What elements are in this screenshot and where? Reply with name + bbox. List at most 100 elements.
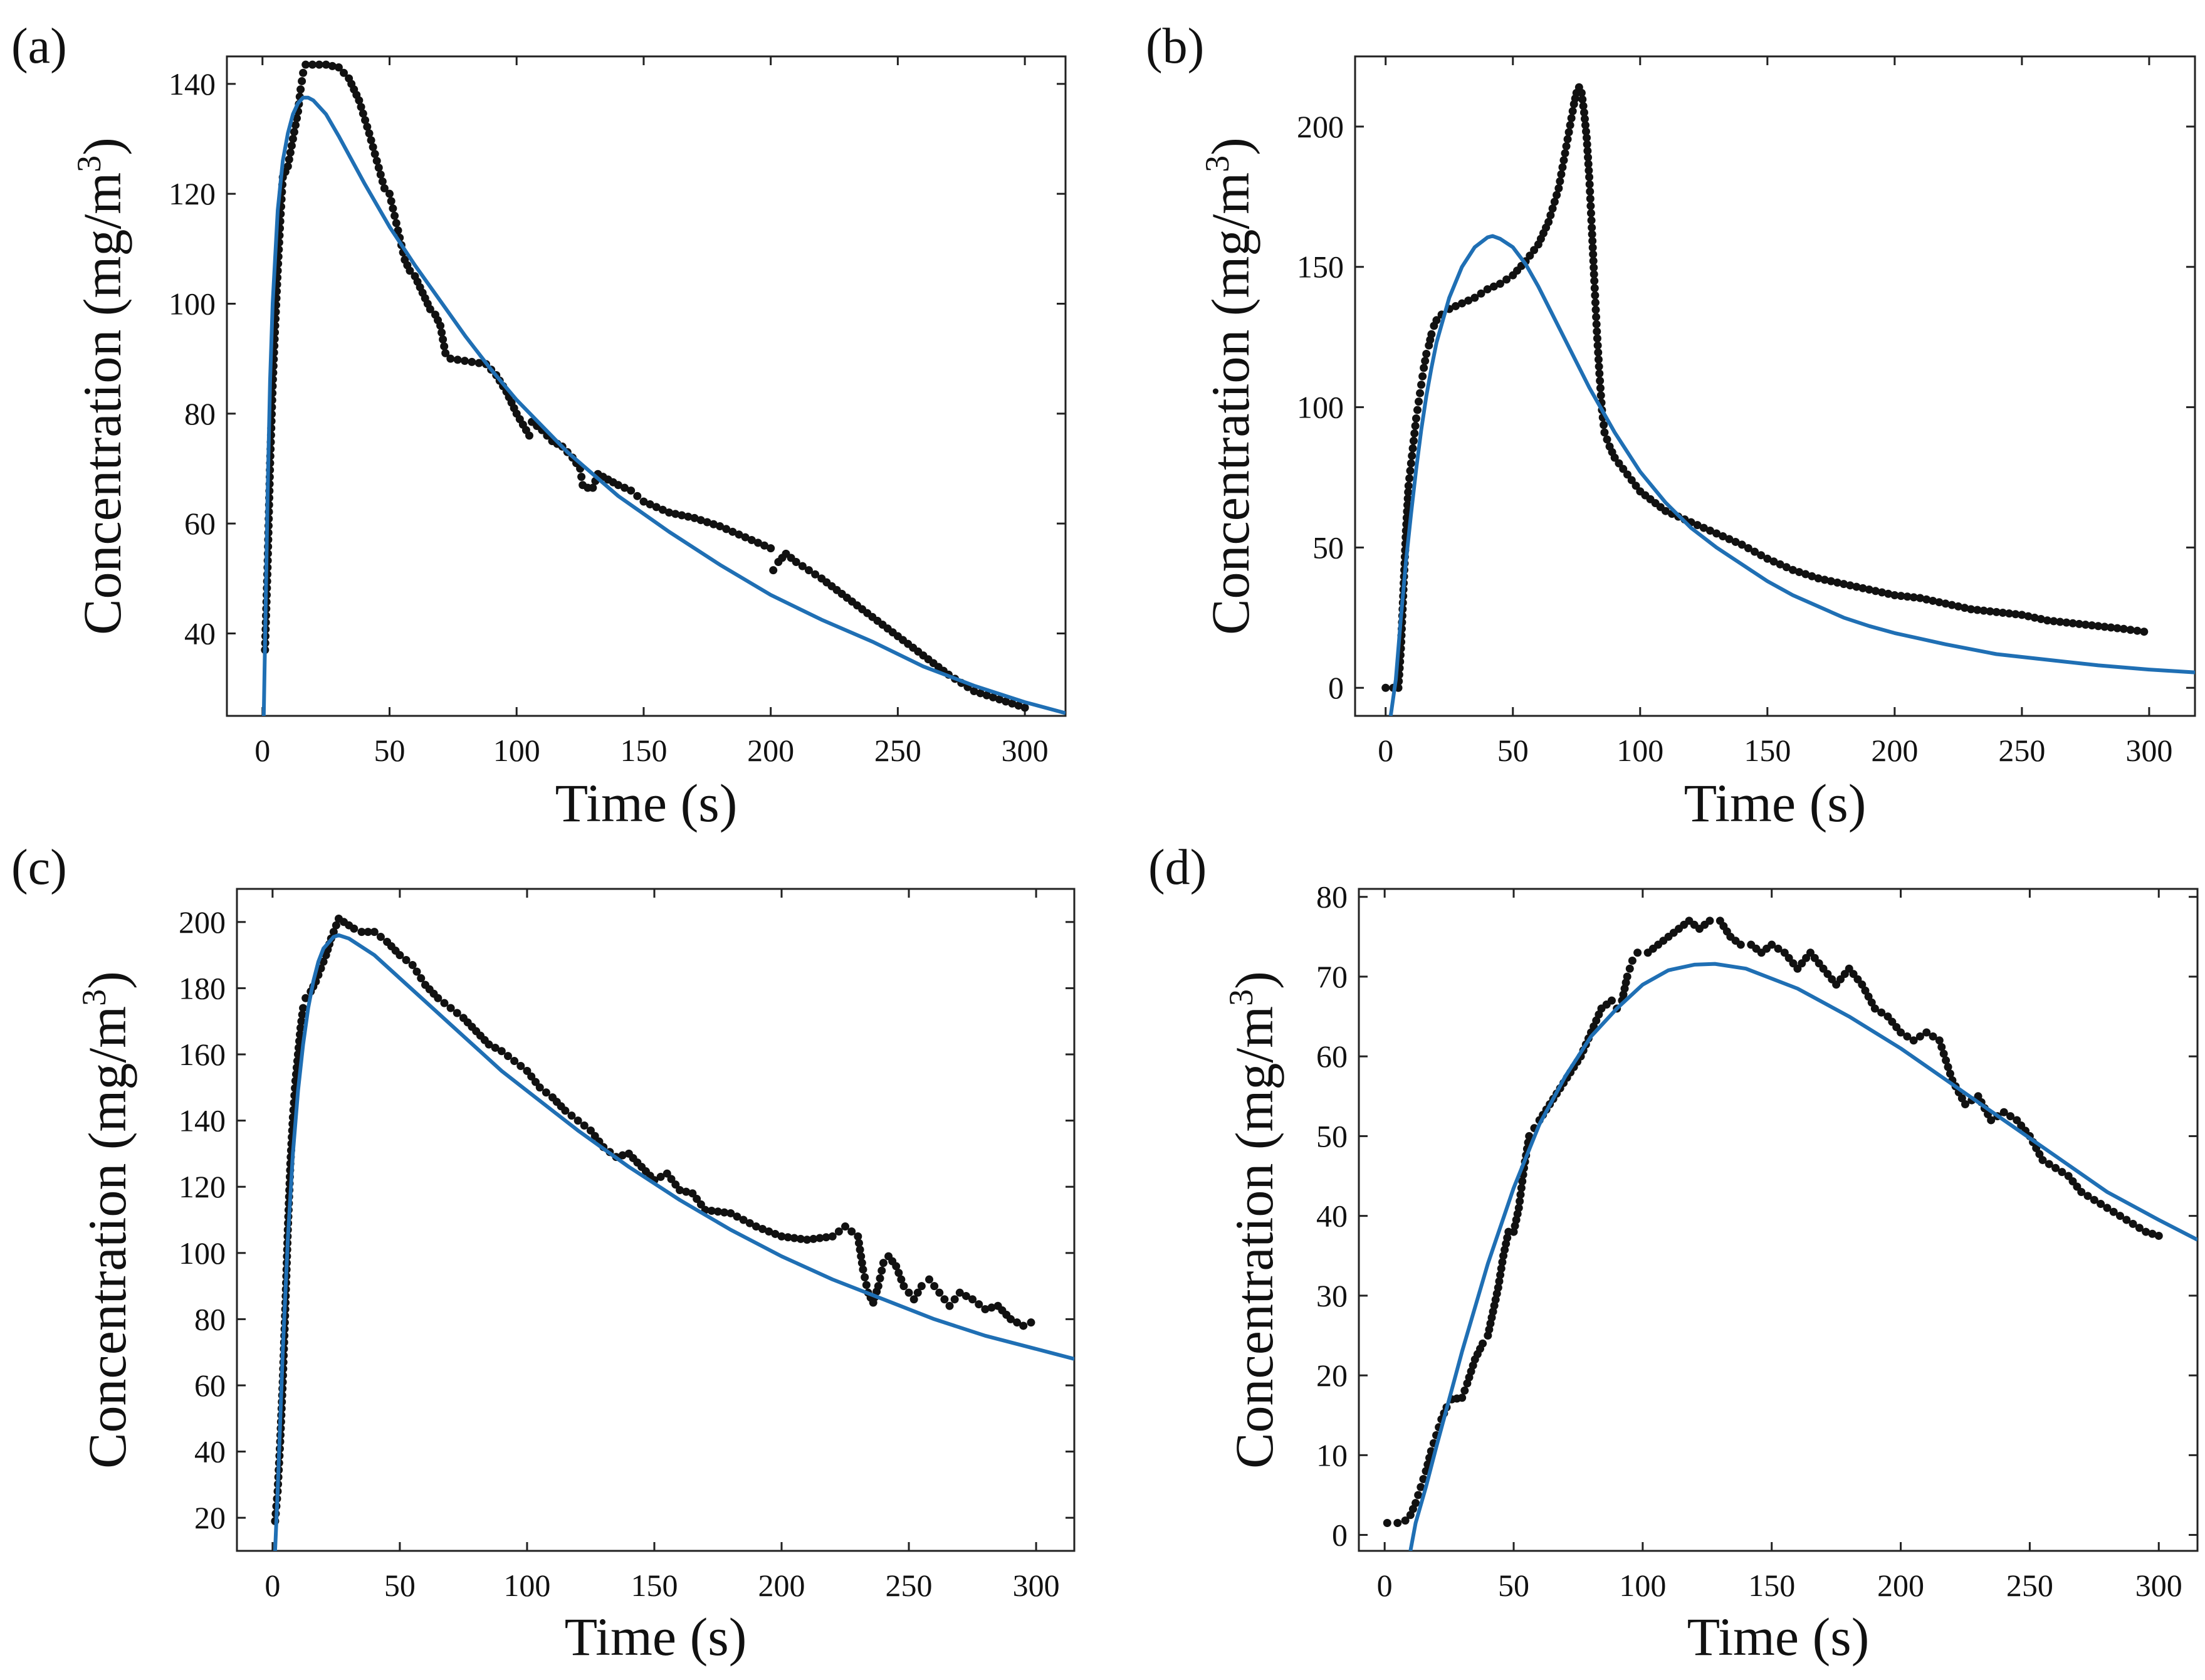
measured-point (1600, 428, 1609, 437)
measured-point (322, 60, 330, 69)
measured-point (1610, 453, 1619, 462)
measured-point (767, 544, 775, 553)
measured-point (296, 85, 305, 94)
measured-point (402, 956, 411, 965)
measured-point (315, 60, 323, 69)
measured-point (1705, 527, 1714, 535)
measured-point (372, 157, 381, 165)
measured-point (1014, 701, 1023, 710)
measured-point (436, 322, 445, 330)
measured-point (1897, 592, 1905, 601)
measured-point (426, 305, 434, 313)
measured-point (703, 518, 711, 527)
measured-point (646, 500, 654, 508)
measured-point (1427, 330, 1436, 339)
measured-point (1417, 381, 1426, 389)
measured-point (1568, 107, 1577, 115)
measured-point (1593, 327, 1601, 336)
measured-point (1596, 384, 1605, 392)
x-tick-label: 300 (1013, 1568, 1060, 1603)
x-tick-label: 200 (1877, 1568, 1924, 1603)
measured-point (690, 513, 699, 522)
measured-point (696, 1200, 705, 1209)
measured-point (2030, 613, 2039, 622)
measured-point (1947, 601, 1956, 609)
measured-point (1411, 421, 1420, 430)
x-tick-label: 100 (1619, 1568, 1666, 1603)
measured-point (461, 357, 469, 365)
measured-point (976, 689, 985, 698)
measured-point (1808, 572, 1816, 580)
measured-series (271, 915, 1035, 1525)
x-tick-label: 100 (503, 1568, 550, 1603)
measured-point (1973, 606, 1982, 614)
measured-point (1941, 599, 1950, 608)
measured-point (1939, 1049, 1948, 1058)
measured-point (387, 197, 395, 206)
measured-point (1595, 362, 1603, 371)
measured-point (633, 491, 642, 500)
measured-point (684, 512, 693, 521)
measured-point (1967, 605, 1976, 614)
measured-point (1558, 163, 1567, 172)
measured-point (355, 96, 364, 105)
measured-point (392, 219, 401, 228)
measured-point (769, 566, 778, 575)
measured-point (1586, 209, 1595, 218)
measured-point (968, 1295, 977, 1304)
measured-point (1584, 160, 1593, 169)
measured-point (1554, 184, 1563, 192)
measured-point (1553, 191, 1561, 199)
measured-point (822, 1233, 830, 1242)
measured-point (301, 60, 310, 69)
measured-point (1625, 964, 1634, 973)
measured-point (1027, 1318, 1035, 1327)
measured-point (2122, 1215, 2131, 1224)
y-axis-title-close: ) (1200, 137, 1260, 155)
measured-point (1579, 108, 1588, 117)
measured-point (298, 76, 306, 85)
measured-point (1631, 481, 1640, 490)
measured-point (2113, 624, 2122, 633)
measured-point (1591, 298, 1600, 307)
y-tick-label: 180 (179, 970, 226, 1005)
x-tick-label: 250 (2006, 1568, 2053, 1603)
measured-point (1619, 465, 1628, 473)
measured-point (663, 1169, 671, 1178)
measured-point (720, 1208, 729, 1217)
measured-point (897, 1275, 906, 1284)
measured-point (1903, 1032, 1912, 1041)
measured-point (1562, 142, 1571, 150)
measured-point (395, 951, 404, 960)
measured-point (1588, 236, 1597, 245)
measured-point (296, 1024, 305, 1032)
measured-point (1693, 521, 1702, 530)
x-tick-label: 300 (1002, 733, 1049, 768)
y-tick-label: 40 (194, 1434, 226, 1469)
measured-point (1590, 263, 1598, 272)
measured-point (1564, 128, 1573, 137)
x-axis-title: Time (s) (555, 773, 738, 833)
measured-point (542, 1088, 550, 1097)
measured-point (376, 170, 385, 179)
measured-point (1592, 313, 1601, 322)
measured-point (894, 1268, 903, 1277)
y-tick-label: 60 (184, 506, 216, 541)
measured-point (525, 431, 533, 440)
measured-point (1580, 115, 1589, 123)
measured-point (2068, 619, 2077, 627)
measured-point (1563, 135, 1572, 144)
measured-point (752, 1222, 760, 1231)
y-axis-title: Concentration (mg/m3) (75, 971, 137, 1469)
measured-point (1587, 216, 1596, 225)
measured-point (658, 505, 667, 514)
measured-point (879, 1259, 888, 1268)
measured-point (1013, 1318, 1022, 1327)
y-tick-label: 40 (1316, 1199, 1348, 1234)
measured-point (1725, 535, 1734, 543)
measured-point (970, 687, 978, 696)
measured-point (1961, 1100, 1969, 1109)
measured-point (1590, 276, 1599, 285)
measured-point (1415, 397, 1423, 406)
measured-point (726, 1209, 735, 1217)
